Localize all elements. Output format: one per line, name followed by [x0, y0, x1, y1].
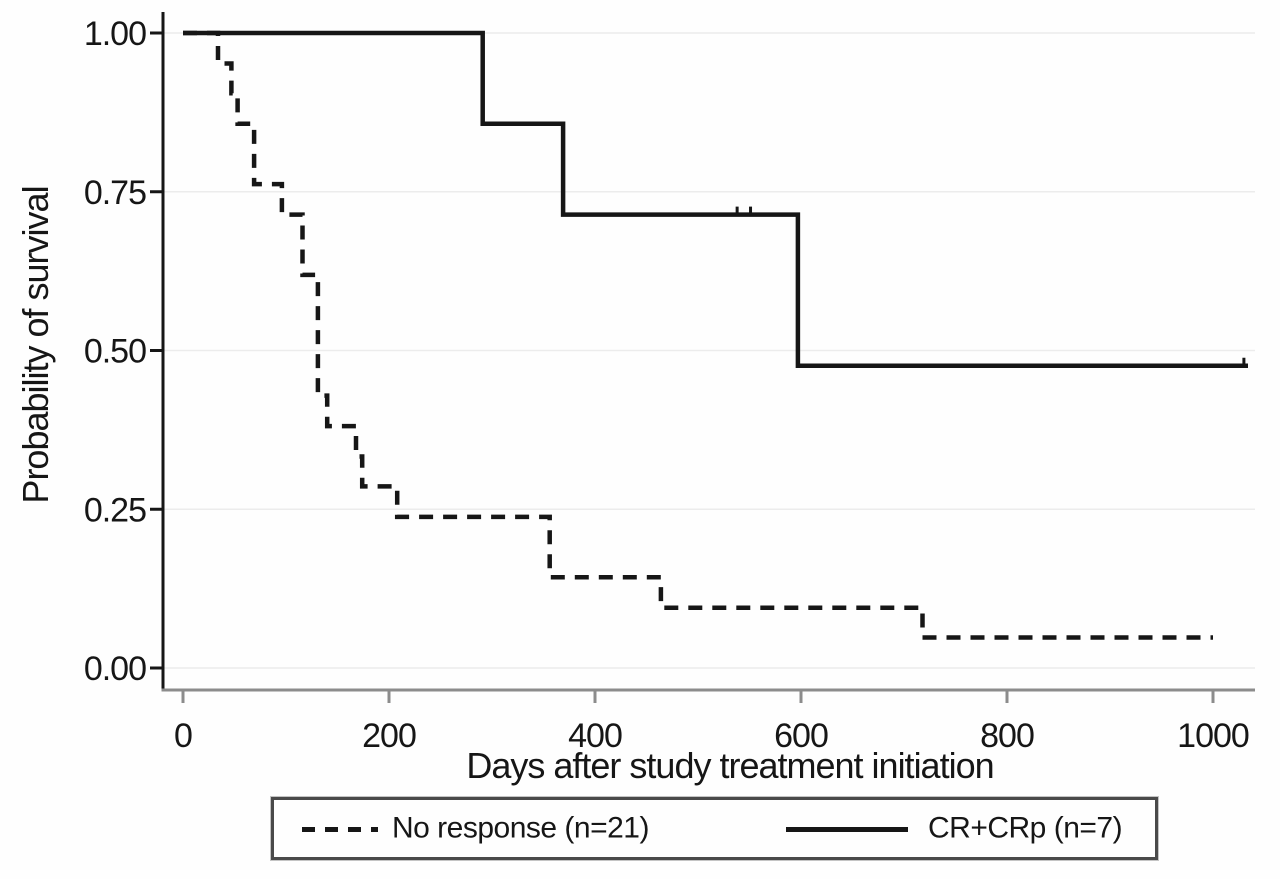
legend-label-no-response: No response (n=21): [392, 810, 650, 844]
y-tick-label: 0.50: [84, 333, 146, 371]
y-axis-title: Probability of survival: [15, 186, 56, 504]
y-tick-label: 0.25: [84, 491, 146, 529]
y-tick-label: 0.75: [84, 174, 146, 212]
legend-label-cr-crp: CR+CRp (n=7): [928, 810, 1123, 844]
survival-curve-dashed: [183, 30, 1213, 640]
y-tick-label: 1.00: [84, 15, 146, 53]
x-tick-label: 800: [980, 717, 1034, 755]
x-tick-label: 0: [174, 717, 192, 755]
solid-line-sample: [786, 826, 908, 832]
x-tick-label: 200: [362, 717, 416, 755]
dashed-line-sample: [302, 826, 378, 832]
x-tick-label: 400: [568, 717, 622, 755]
y-tick-label: 0.00: [84, 650, 146, 688]
survival-curve-solid: [183, 30, 1248, 368]
x-tick-label: 600: [774, 717, 828, 755]
x-axis-title: Days after study treatment initiation: [466, 745, 994, 786]
x-tick-label: 1000: [1177, 717, 1249, 755]
legend-box: No response (n=21) CR+CRp (n=7): [271, 797, 1158, 860]
